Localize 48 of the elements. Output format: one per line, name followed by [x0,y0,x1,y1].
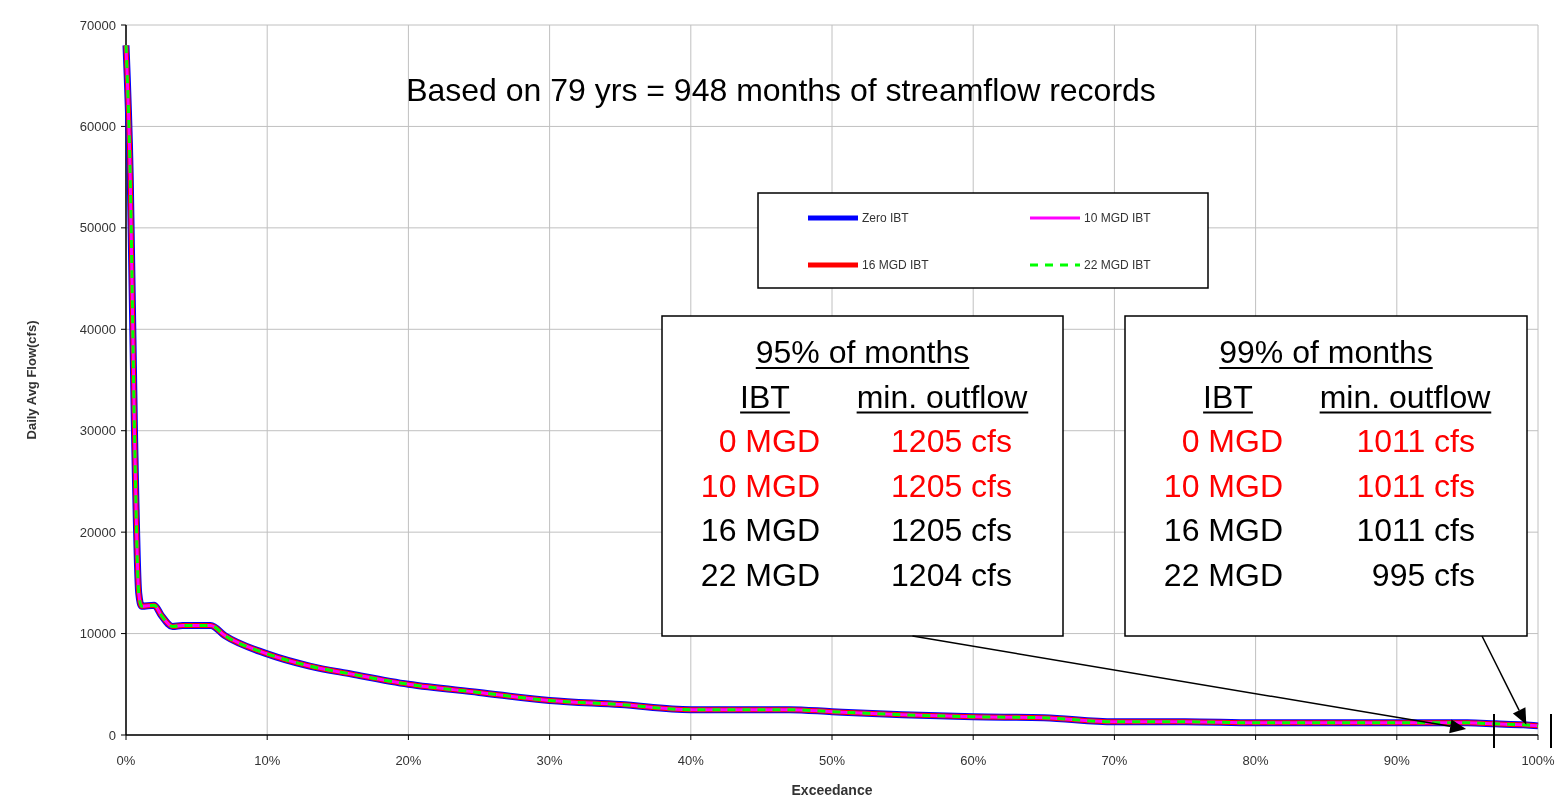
y-tick-label: 60000 [79,118,116,134]
annotation: min. outflow [1319,378,1492,415]
y-tick-label: 20000 [79,524,116,540]
y-tick-label: 70000 [79,17,116,33]
y-axis-title: Daily Avg Flow(cfs) [24,320,39,440]
legend-label: 10 MGD IBT [1084,211,1152,226]
annotation: IBT [740,378,790,415]
annotation: min. outflow [856,378,1029,415]
y-tick-label: 10000 [79,626,116,642]
x-tick-label: 90% [1383,753,1411,768]
annotation: 16 MGD [1163,512,1283,548]
x-tick-label: 100% [1521,753,1556,768]
y-tick-label: 0 [108,727,116,743]
x-tick-label: 70% [1101,753,1128,768]
annotation: 99% of months [1219,334,1433,370]
x-tick-label: 60% [960,753,987,768]
x-axis-title: Exceedance [791,782,873,798]
annotation: 10 MGD [1163,467,1283,504]
x-tick-label: 50% [818,753,846,768]
x-tick-label: 30% [536,753,564,768]
annotation: 1205 cfs [891,423,1012,459]
annotation: 1204 cfs [891,556,1012,593]
annotation: 1205 cfs [891,512,1012,548]
annotation: 16 MGD [700,512,820,548]
legend-label: 16 MGD IBT [862,258,930,273]
annotation: 22 MGD [700,556,820,593]
annotation: 0 MGD [718,423,820,459]
annotation: 10 MGD [700,467,820,504]
x-tick-label: 10% [254,753,281,768]
x-tick-label: 0% [116,753,136,768]
annotation: IBT [1203,378,1253,415]
y-tick-label: 50000 [79,220,116,236]
annotation: 0 MGD [1181,423,1283,459]
y-tick-label: 40000 [79,321,116,337]
legend-label: Zero IBT [862,211,910,226]
text: Based on 79 yrs = 948 months of streamflow records [406,72,1156,108]
annotation: 1011 cfs [1356,512,1475,548]
y-tick-label: 30000 [79,423,116,439]
annotation: 1011 cfs [1356,423,1475,459]
x-tick-label: 80% [1242,753,1270,768]
x-tick-label: 20% [395,753,422,768]
x-tick-label: 40% [677,753,705,768]
annotation: 95% of months [755,334,970,370]
annotation: 1205 cfs [891,467,1012,504]
annotation: 22 MGD [1163,556,1283,593]
annotation: 1011 cfs [1356,467,1475,504]
legend-label: 22 MGD IBT [1084,258,1152,273]
annotation: 995 cfs [1371,556,1475,593]
